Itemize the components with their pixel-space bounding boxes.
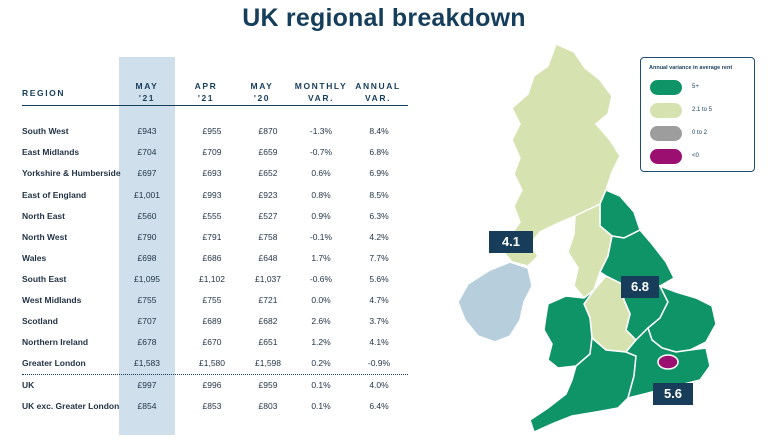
table-row: Wales £698 £686 £648 1.7% 7.7%	[22, 253, 389, 263]
table-row: West Midlands £755 £755 £721 0.0% 4.7%	[22, 295, 389, 305]
legend-swatch	[650, 126, 682, 141]
table-row: South West £943 £955 £870 -1.3% 8.4%	[22, 126, 389, 136]
table-row: Greater London £1,583 £1,580 £1,598 0.2%…	[22, 358, 391, 368]
region-greater-london	[657, 354, 679, 370]
header-divider	[22, 105, 408, 106]
highlight-column	[119, 57, 175, 435]
table-row: North East £560 £555 £527 0.9% 6.3%	[22, 211, 389, 221]
header-may20: MAY '20	[250, 81, 274, 103]
table-row-total: UK exc. Greater London £854 £853 £803 0.…	[22, 401, 389, 411]
legend-swatch	[650, 149, 682, 164]
legend-item: 0 to 2	[650, 126, 750, 144]
totals-divider	[22, 374, 408, 375]
table-row: Northern Ireland £678 £670 £651 1.2% 4.1…	[22, 337, 389, 347]
table-row: East Midlands £704 £709 £659 -0.7% 6.8%	[22, 147, 389, 157]
region-northern-ireland	[457, 261, 533, 343]
table-row: Yorkshire & Humberside £697 £693 £652 0.…	[22, 168, 389, 178]
legend-item: 5+	[650, 80, 750, 98]
table-row: North West £790 £791 £758 -0.1% 4.2%	[22, 232, 389, 242]
header-region: REGION	[22, 88, 66, 98]
table-row-total: UK £997 £996 £959 0.1% 4.0%	[22, 380, 389, 390]
callout-east-midlands: 6.8	[621, 276, 659, 298]
uk-map	[457, 42, 717, 434]
page-title: UK regional breakdown	[242, 4, 526, 32]
header-monthly-var: MONTHLY VAR.	[294, 81, 348, 103]
header-apr21: APR '21	[194, 81, 218, 103]
legend-swatch	[650, 103, 682, 118]
legend-swatch	[650, 80, 682, 95]
callout-south-east: 5.6	[653, 383, 693, 405]
region-south-west	[529, 336, 637, 434]
table-row: East of England £1,001 £993 £923 0.8% 8.…	[22, 190, 389, 200]
table-row: Scotland £707 £689 £682 2.6% 3.7%	[22, 316, 389, 326]
callout-northern-ireland: 4.1	[489, 231, 533, 253]
legend-item: 2.1 to 5	[650, 103, 750, 121]
map-legend: Annual variance in average rent 5+ 2.1 t…	[640, 57, 755, 172]
legend-item: <0	[650, 149, 750, 167]
header-annual-var: ANNUAL VAR.	[355, 81, 401, 103]
legend-title: Annual variance in average rent	[649, 65, 733, 71]
header-may21: MAY '21	[135, 81, 159, 103]
table-row: South East £1,095 £1,102 £1,037 -0.6% 5.…	[22, 274, 389, 284]
